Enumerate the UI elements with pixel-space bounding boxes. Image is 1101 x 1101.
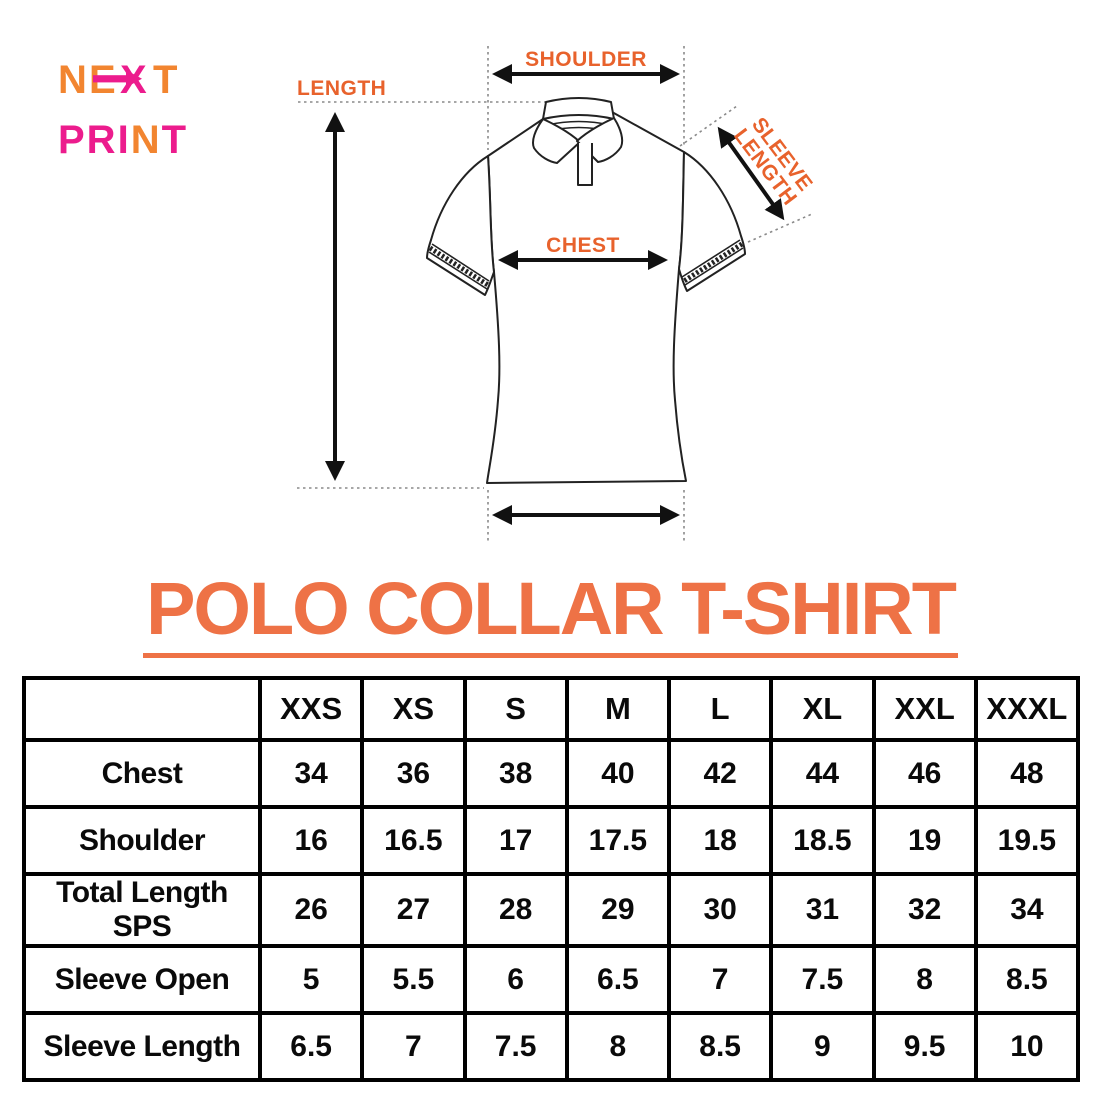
size-value-cell: 17.5: [564, 805, 672, 876]
logo-next-graphic: N E X T: [58, 58, 177, 102]
logo-print-n: N: [130, 118, 162, 162]
chest-label: CHEST: [546, 234, 620, 257]
size-col-header-xxs: XXS: [257, 676, 365, 742]
size-value-cell: 7.5: [462, 1011, 569, 1082]
size-value-cell: 28: [462, 872, 569, 948]
logo-letter-t: T: [153, 60, 177, 102]
logo-print-pri: PRI: [58, 118, 131, 162]
left-cuff-band: [428, 245, 490, 288]
row-label: Total Length SPS: [22, 872, 262, 948]
size-col-header-xl: XL: [769, 676, 876, 742]
size-value-cell: 6: [462, 944, 569, 1015]
size-value-cell: 9.5: [871, 1011, 978, 1082]
size-value-cell: 42: [666, 738, 774, 809]
left-cuff-stripe: [428, 251, 488, 290]
logo-word-next: N E X T: [58, 58, 188, 102]
length-label: LENGTH: [297, 77, 386, 100]
placket: [577, 143, 593, 186]
size-value-cell: 8: [871, 944, 978, 1015]
page-title: POLO COLLAR T-SHIRT: [143, 572, 958, 658]
size-value-cell: 8.5: [666, 1011, 774, 1082]
logo-print-t: T: [161, 118, 189, 162]
size-value-cell: 5: [257, 944, 365, 1015]
size-value-cell: 29: [564, 872, 672, 948]
size-value-cell: 27: [360, 872, 467, 948]
size-value-cell: 30: [666, 872, 774, 948]
shoulder-label: SHOULDER: [525, 48, 647, 71]
size-value-cell: 31: [769, 872, 876, 948]
size-value-cell: 18.5: [769, 805, 876, 876]
size-value-cell: 46: [871, 738, 978, 809]
logo-word-print: PRINT: [58, 120, 228, 160]
right-cuff-band: [682, 241, 744, 284]
size-value-cell: 5.5: [360, 944, 467, 1015]
right-cuff-stripe: [681, 239, 741, 278]
dotted-guides: [297, 46, 813, 542]
size-value-cell: 9: [769, 1011, 876, 1082]
size-col-header-l: L: [666, 676, 774, 742]
size-value-cell: 36: [360, 738, 467, 809]
table-row-total-length: Total Length SPS 26 27 28 29 30 31 32 34: [22, 872, 1081, 948]
sleeve-length-arrow: [717, 126, 785, 221]
size-col-header-s: S: [462, 676, 569, 742]
logo-letter-n: N: [58, 60, 87, 102]
size-value-cell: 7: [666, 944, 774, 1015]
size-value-cell: 18: [666, 805, 774, 876]
size-value-cell: 40: [564, 738, 672, 809]
title-wrap: POLO COLLAR T-SHIRT: [0, 572, 1101, 658]
size-value-cell: 17: [462, 805, 569, 876]
size-value-cell: 19.5: [973, 805, 1081, 876]
size-value-cell: 34: [257, 738, 365, 809]
table-row-chest: Chest 34 36 38 40 42 44 46 48: [22, 738, 1081, 809]
collar-left-flap: [532, 118, 581, 164]
size-col-header-xxl: XXL: [871, 676, 978, 742]
size-value-cell: 44: [769, 738, 876, 809]
table-row-sleeve-length: Sleeve Length 6.5 7 7.5 8 8.5 9 9.5 10: [22, 1011, 1081, 1082]
polo-shirt-drawing: [426, 97, 746, 484]
left-sleeve: [426, 155, 495, 296]
size-value-cell: 34: [973, 872, 1081, 948]
size-value-cell: 16.5: [360, 805, 467, 876]
size-value-cell: 10: [973, 1011, 1081, 1082]
size-value-cell: 26: [257, 872, 365, 948]
logo-arrow-icon: [93, 70, 142, 88]
size-col-header-xs: XS: [360, 676, 467, 742]
row-label: Sleeve Open: [22, 944, 262, 1015]
size-col-header-m: M: [564, 676, 672, 742]
size-value-cell: 8: [564, 1011, 672, 1082]
corner-cell: [22, 676, 262, 742]
collar-band: [542, 97, 615, 120]
size-value-cell: 32: [871, 872, 978, 948]
brand-logo: N E X T PRINT: [58, 58, 228, 160]
guide-sleeve-bottom: [747, 213, 813, 243]
size-value-cell: 19: [871, 805, 978, 876]
row-label: Shoulder: [22, 805, 262, 876]
right-sleeve: [678, 151, 746, 292]
size-value-cell: 7.5: [769, 944, 876, 1015]
polo-measurement-diagram: SHOULDER LENGTH CHEST SLEEVE LENGTH: [297, 46, 817, 542]
size-table-header-row: XXS XS S M L XL XXL XXXL: [22, 676, 1081, 742]
right-cuff-stripe: [684, 247, 744, 286]
measure-arrows: [325, 64, 785, 525]
size-col-header-xxxl: XXXL: [973, 676, 1081, 742]
row-label: Chest: [22, 738, 262, 809]
table-row-shoulder: Shoulder 16 16.5 17 17.5 18 18.5 19 19.5: [22, 805, 1081, 876]
size-value-cell: 7: [360, 1011, 467, 1082]
size-value-cell: 6.5: [564, 944, 672, 1015]
size-value-cell: 16: [257, 805, 365, 876]
size-value-cell: 38: [462, 738, 569, 809]
size-value-cell: 6.5: [257, 1011, 365, 1082]
size-value-cell: 48: [973, 738, 1081, 809]
size-table: XXS XS S M L XL XXL XXXL Chest 34 36 38 …: [22, 676, 1081, 1082]
row-label: Sleeve Length: [22, 1011, 262, 1082]
left-cuff-stripe: [431, 243, 490, 282]
table-row-sleeve-open: Sleeve Open 5 5.5 6 6.5 7 7.5 8 8.5: [22, 944, 1081, 1015]
size-value-cell: 8.5: [973, 944, 1081, 1015]
